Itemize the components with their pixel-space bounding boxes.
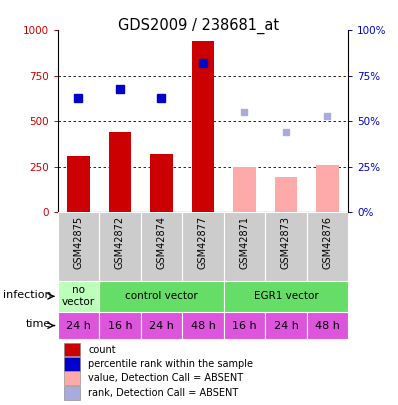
Bar (233, 167, 256, 212)
Text: 24 h: 24 h (149, 320, 174, 330)
Bar (191, 41, 215, 212)
Text: 48 h: 48 h (315, 320, 340, 330)
Bar (99, 281, 224, 312)
Text: infection: infection (3, 290, 51, 300)
Bar (64, 343, 80, 356)
Bar (224, 212, 265, 281)
Text: GSM42876: GSM42876 (322, 216, 332, 269)
Text: 16 h: 16 h (232, 320, 257, 330)
Text: 24 h: 24 h (273, 320, 298, 330)
Bar (99, 212, 141, 281)
Text: percentile rank within the sample: percentile rank within the sample (88, 359, 253, 369)
Bar (58, 312, 99, 339)
Bar (275, 177, 297, 212)
Text: GSM42873: GSM42873 (281, 216, 291, 269)
Text: GSM42875: GSM42875 (74, 216, 84, 269)
Bar (265, 212, 307, 281)
Bar (58, 212, 99, 281)
Text: time: time (26, 319, 51, 329)
Text: GDS2009 / 238681_at: GDS2009 / 238681_at (119, 18, 279, 34)
Bar (64, 371, 80, 385)
Bar (150, 154, 173, 212)
Text: 16 h: 16 h (107, 320, 132, 330)
Text: GSM42877: GSM42877 (198, 216, 208, 269)
Text: value, Detection Call = ABSENT: value, Detection Call = ABSENT (88, 373, 243, 383)
Text: no
vector: no vector (62, 286, 95, 307)
Bar (224, 312, 265, 339)
Bar (182, 312, 224, 339)
Text: 24 h: 24 h (66, 320, 91, 330)
Text: EGR1 vector: EGR1 vector (254, 291, 318, 301)
Bar (224, 281, 348, 312)
Bar (265, 312, 307, 339)
Text: GSM42874: GSM42874 (156, 216, 166, 269)
Bar (182, 212, 224, 281)
Bar (64, 386, 80, 400)
Bar (99, 312, 141, 339)
Text: GSM42872: GSM42872 (115, 216, 125, 269)
Bar (141, 212, 182, 281)
Text: rank, Detection Call = ABSENT: rank, Detection Call = ABSENT (88, 388, 238, 398)
Bar (58, 281, 99, 312)
Bar (141, 312, 182, 339)
Text: 48 h: 48 h (191, 320, 215, 330)
Text: GSM42871: GSM42871 (240, 216, 250, 269)
Bar (109, 132, 131, 212)
Bar (64, 357, 80, 371)
Bar (307, 312, 348, 339)
Text: control vector: control vector (125, 291, 198, 301)
Text: count: count (88, 345, 116, 355)
Bar (316, 166, 339, 212)
Bar (67, 156, 90, 212)
Bar (307, 212, 348, 281)
